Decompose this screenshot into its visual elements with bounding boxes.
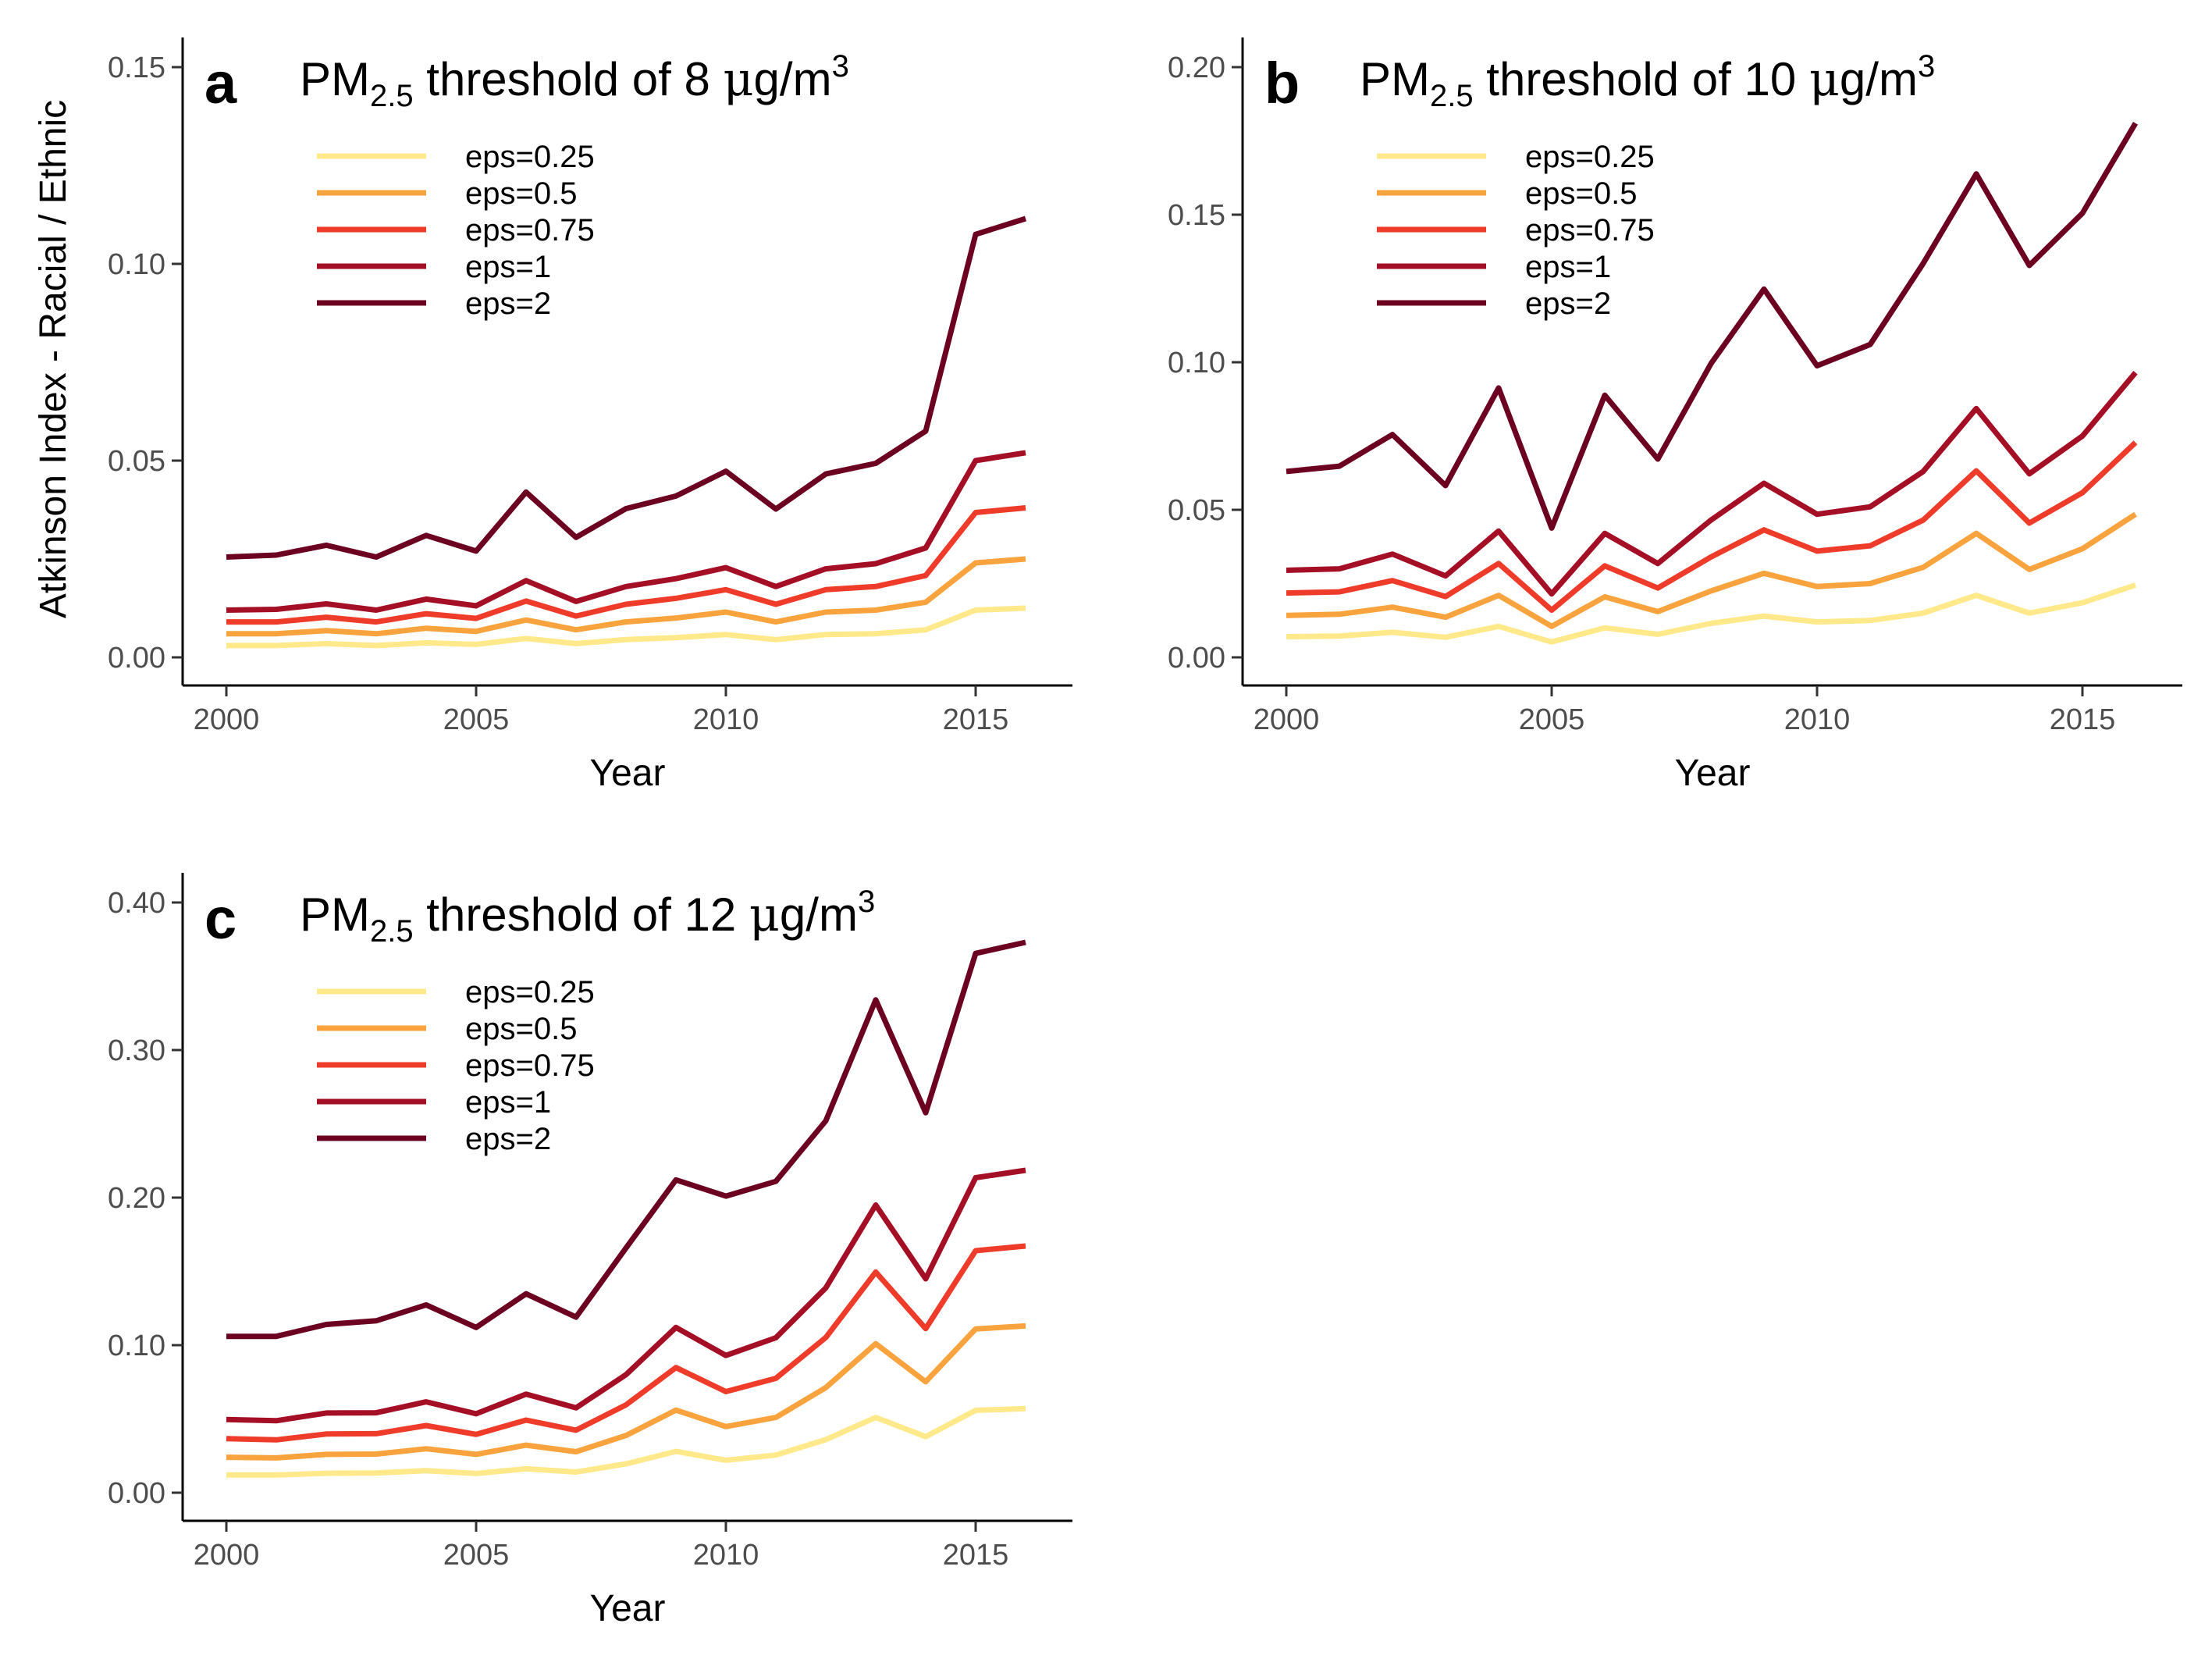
panel-letter: c xyxy=(204,886,236,951)
x-tick-label: 2000 xyxy=(194,1539,260,1572)
legend-label: eps=1 xyxy=(465,1085,551,1120)
series-line-eps-0-25 xyxy=(1286,582,2137,645)
x-tick-label: 2015 xyxy=(2050,703,2116,736)
legend-label: eps=0.75 xyxy=(465,213,595,247)
series-line-eps-1 xyxy=(226,1167,1026,1424)
panel-title: PM2.5 threshold of 10 μg/m3 xyxy=(1360,49,1935,113)
legend-label: eps=0.5 xyxy=(1525,176,1637,211)
series-line-eps-2 xyxy=(226,215,1027,560)
legend-label: eps=0.25 xyxy=(465,140,595,174)
title-threshold-text: threshold of 12 xyxy=(414,888,749,941)
series-line-eps-2 xyxy=(226,939,1026,1340)
y-tick-label: 0.30 xyxy=(108,1034,165,1067)
series-line-eps-1 xyxy=(226,450,1026,613)
title-superscript: 3 xyxy=(1918,49,1935,84)
x-tick-label: 2000 xyxy=(194,703,260,736)
y-tick-label: 0.00 xyxy=(108,642,165,675)
title-superscript: 3 xyxy=(832,49,849,84)
title-threshold-text: threshold of 10 xyxy=(1474,53,1809,105)
series-line-eps-1 xyxy=(1286,370,2138,597)
legend-label: eps=2 xyxy=(465,1122,551,1156)
panel-title: PM2.5 threshold of 8 μg/m3 xyxy=(300,49,849,113)
title-pm: PM xyxy=(300,53,370,105)
title-unit: g/m xyxy=(1840,53,1918,105)
legend-label: eps=0.5 xyxy=(465,1012,577,1046)
y-tick-label: 0.15 xyxy=(1168,199,1225,232)
x-axis-title: Year xyxy=(590,753,666,794)
x-tick-label: 2005 xyxy=(443,1539,510,1572)
x-tick-label: 2005 xyxy=(443,703,510,736)
legend-label: eps=2 xyxy=(1525,287,1611,321)
y-tick-label: 0.20 xyxy=(1168,52,1225,84)
legend-label: eps=0.25 xyxy=(465,975,595,1009)
x-tick-label: 2010 xyxy=(693,1539,759,1572)
series-line-eps-0-5 xyxy=(1286,511,2137,629)
x-tick-label: 2000 xyxy=(1254,703,1320,736)
title-pm: PM xyxy=(300,888,370,941)
x-tick-label: 2015 xyxy=(943,1539,1009,1572)
panel-title: PM2.5 threshold of 12 μg/m3 xyxy=(300,885,875,949)
y-tick-label: 0.40 xyxy=(108,887,165,920)
title-superscript: 3 xyxy=(858,885,875,919)
legend-label: eps=0.5 xyxy=(465,176,577,211)
legend-label: eps=0.75 xyxy=(1525,213,1655,247)
y-tick-label: 0.10 xyxy=(108,1330,165,1362)
shared-y-axis-title: Atkinson Index - Racial / Ethnic xyxy=(33,100,74,618)
title-unit: g/m xyxy=(780,888,858,941)
series-line-eps-0-5 xyxy=(226,556,1026,637)
panel-a: 0.00 0.05 0.10 0.15 2000 2005 2010 2015 Year a PM2… xyxy=(108,37,1072,794)
panel-letter: b xyxy=(1264,51,1300,116)
y-tick-label: 0.20 xyxy=(108,1182,165,1215)
x-axis-title: Year xyxy=(590,1588,666,1629)
y-tick-label: 0.15 xyxy=(108,52,165,84)
y-tick-label: 0.05 xyxy=(1168,494,1225,527)
legend-label: eps=0.25 xyxy=(1525,140,1655,174)
y-tick-label: 0.10 xyxy=(1168,347,1225,379)
series-line-eps-0-75 xyxy=(1286,440,2138,613)
legend-label: eps=2 xyxy=(465,287,551,321)
title-subscript: 2.5 xyxy=(1430,79,1474,113)
panel-b: 0.00 0.05 0.10 0.15 0.20 2000 2005 2010 2015 Year… xyxy=(1168,37,2182,794)
title-subscript: 2.5 xyxy=(370,79,414,113)
x-tick-label: 2015 xyxy=(943,703,1009,736)
y-tick-label: 0.00 xyxy=(108,1477,165,1510)
series-line-eps-0-75 xyxy=(226,1243,1026,1443)
panel-c: 0.00 0.10 0.20 0.30 0.40 2000 2005 2010 2015 Year… xyxy=(108,873,1072,1629)
title-threshold-text: threshold of 8 xyxy=(414,53,724,105)
series-line-eps-0-25 xyxy=(226,605,1026,649)
series-line-eps-0-5 xyxy=(226,1323,1026,1461)
x-tick-label: 2010 xyxy=(1784,703,1851,736)
y-tick-label: 0.10 xyxy=(108,248,165,281)
x-tick-label: 2010 xyxy=(693,703,759,736)
x-tick-label: 2005 xyxy=(1519,703,1585,736)
legend-label: eps=1 xyxy=(1525,250,1611,284)
series-line-eps-0-25 xyxy=(226,1405,1026,1478)
y-tick-label: 0.05 xyxy=(108,445,165,478)
legend-label: eps=1 xyxy=(465,250,551,284)
series-line-eps-0-75 xyxy=(226,505,1026,625)
title-mu: μ xyxy=(724,52,754,107)
title-mu: μ xyxy=(749,888,780,942)
title-pm: PM xyxy=(1360,53,1430,105)
legend-label: eps=0.75 xyxy=(465,1048,595,1083)
series-line-eps-2 xyxy=(1286,122,2139,531)
title-mu: μ xyxy=(1809,52,1840,107)
title-unit: g/m xyxy=(754,53,832,105)
title-subscript: 2.5 xyxy=(370,914,414,949)
panel-letter: a xyxy=(204,51,237,116)
x-axis-title: Year xyxy=(1675,753,1751,794)
y-tick-label: 0.00 xyxy=(1168,642,1225,675)
